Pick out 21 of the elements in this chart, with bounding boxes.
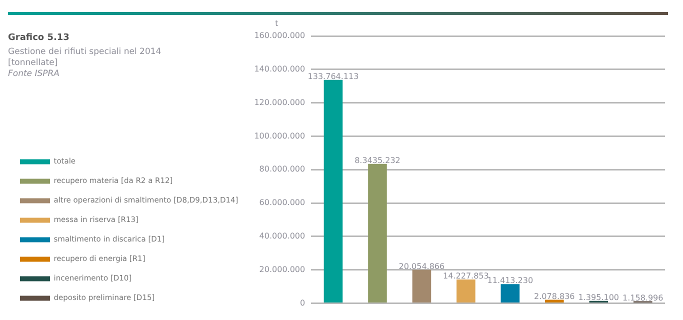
source-note: Fonte ISPRA xyxy=(8,69,60,80)
data-label: 1.395.100 xyxy=(578,292,620,302)
text: Grafico 5.13 xyxy=(8,33,70,44)
y-tick-label: 160.000.000 xyxy=(254,31,306,40)
data-label: 2.078.836 xyxy=(534,292,575,301)
y-tick-label: 100.000.000 xyxy=(254,131,306,140)
y-tick-label: 120.000.000 xyxy=(254,98,306,107)
data-label: 11.413.230 xyxy=(487,276,534,286)
data-label: 8.3435.232 xyxy=(354,156,400,165)
y-tick-label: 60.000.000 xyxy=(259,198,306,208)
y-tick-label: 20.000.000 xyxy=(259,264,306,274)
y-tick-label: 140.000.000 xyxy=(254,64,306,74)
data-label: 14.227.853 xyxy=(443,272,489,281)
data-label: 20.054.866 xyxy=(398,262,445,271)
y-tick-label: 40.000.000 xyxy=(259,231,306,240)
y-tick-label: 0 xyxy=(300,298,306,308)
y-tick-label: 80.000.000 xyxy=(259,164,306,174)
data-label: 1.158.996 xyxy=(622,293,664,302)
data-label: 133.764.113 xyxy=(308,72,359,81)
text: Gestione dei rifiuti speciali nel 2014 [tonnellate] xyxy=(8,47,162,69)
y-axis-title: t xyxy=(275,19,278,28)
